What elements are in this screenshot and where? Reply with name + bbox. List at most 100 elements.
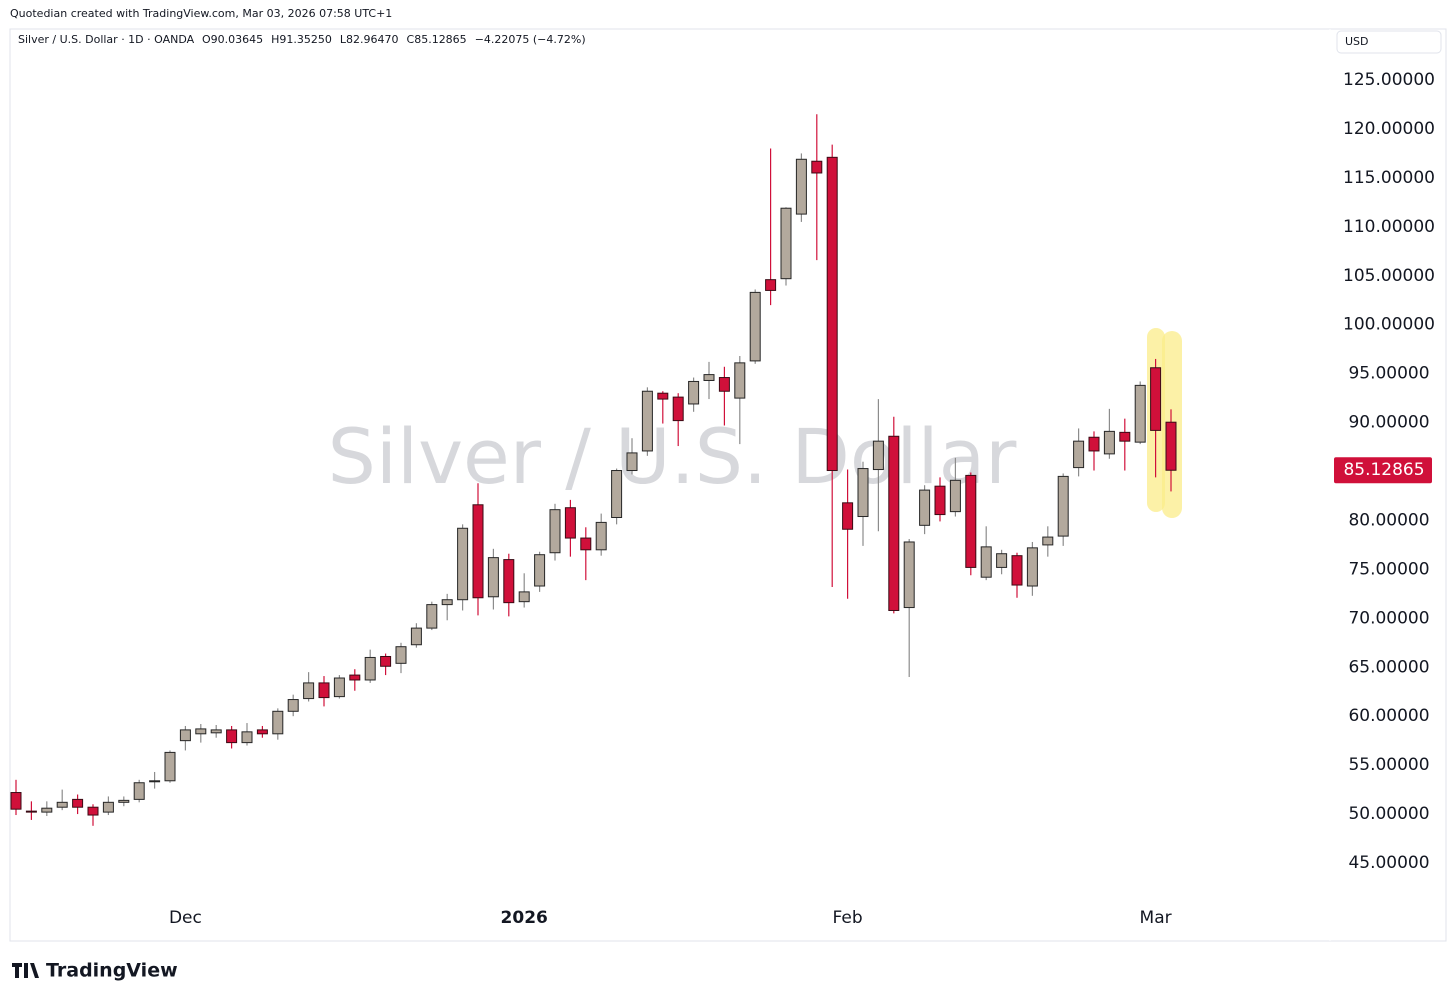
- y-tick-label: 45.00000: [1348, 853, 1429, 873]
- candle-body: [364, 656, 376, 681]
- candle-body: [580, 537, 592, 551]
- x-tick-label: Feb: [833, 908, 863, 928]
- candle-body: [1150, 367, 1162, 431]
- logo-icon: [12, 963, 39, 978]
- candle-body: [287, 699, 299, 712]
- candle-body: [842, 502, 854, 530]
- candle-body: [272, 710, 284, 735]
- candle-body: [903, 541, 915, 609]
- candle-body: [226, 729, 238, 744]
- candle-body: [641, 390, 653, 452]
- candle-body: [1011, 555, 1023, 586]
- candle-body: [195, 728, 207, 735]
- candle-body: [457, 527, 469, 601]
- candle-body: [672, 396, 684, 422]
- candle-body: [426, 604, 438, 629]
- last-price-box: [1334, 457, 1432, 484]
- candle-body: [595, 521, 607, 551]
- candle-body: [1057, 475, 1069, 537]
- x-tick-label: Mar: [1140, 908, 1172, 928]
- candle-body: [518, 591, 530, 603]
- candle-body: [1165, 421, 1177, 471]
- y-tick-label: 70.00000: [1348, 608, 1429, 628]
- candle-body: [1103, 430, 1115, 455]
- candle-body: [657, 392, 669, 400]
- candle-body: [826, 156, 838, 472]
- x-tick-label: 2026: [501, 908, 548, 928]
- candle-body: [25, 810, 37, 813]
- candle-body: [872, 440, 884, 471]
- candle-body: [934, 485, 946, 516]
- candle-body: [164, 751, 176, 782]
- x-tick-label: Dec: [169, 908, 202, 928]
- candle-body: [718, 377, 730, 392]
- candle-body: [87, 806, 99, 816]
- candle-body: [749, 291, 761, 362]
- candle-body: [734, 362, 746, 399]
- currency[interactable]: USD: [1345, 35, 1369, 48]
- y-tick-label: 95.00000: [1348, 364, 1429, 384]
- last-price-label: 85.12865: [1343, 460, 1424, 480]
- candle-body: [256, 729, 268, 735]
- candle-body: [611, 470, 623, 519]
- y-tick-label: 125.00000: [1343, 70, 1435, 90]
- attribution: Quotedian created with TradingView.com, …: [10, 7, 392, 20]
- y-tick-label: 65.00000: [1348, 657, 1429, 677]
- candle-body: [333, 677, 345, 698]
- candle-body: [549, 509, 561, 554]
- y-tick-label: 80.00000: [1348, 510, 1429, 530]
- legend-open: O90.03645: [202, 33, 263, 46]
- legend-change: −4.22075 (−4.72%): [475, 33, 586, 46]
- candle-body: [503, 559, 515, 604]
- candle-body: [795, 158, 807, 215]
- candle-body: [780, 207, 792, 280]
- candle-body: [210, 729, 222, 734]
- currency-button[interactable]: [1336, 30, 1442, 54]
- candle-body: [133, 782, 145, 800]
- legend-symbol: Silver / U.S. Dollar · 1D · OANDA: [18, 33, 195, 46]
- candle-body: [811, 160, 823, 174]
- candle-body: [56, 801, 68, 808]
- candle-body: [980, 546, 992, 578]
- candle-body: [41, 807, 53, 813]
- y-tick-label: 75.00000: [1348, 559, 1429, 579]
- candle-body: [349, 674, 361, 681]
- candle-body: [965, 474, 977, 568]
- y-tick-label: 100.00000: [1343, 315, 1435, 335]
- candle-body: [1026, 547, 1038, 587]
- candle-body: [1073, 440, 1085, 469]
- candle-body: [118, 799, 130, 803]
- candle-body: [888, 435, 900, 611]
- y-tick-label: 90.00000: [1348, 413, 1429, 433]
- y-tick-label: 60.00000: [1348, 706, 1429, 726]
- candle-body: [487, 557, 499, 598]
- candle-body: [1134, 384, 1146, 443]
- plot: 45.00000 50.00000 55.00000 60.00000 65.00000…: [10, 70, 1435, 928]
- candle-body: [1119, 431, 1131, 442]
- footer-logo: TradingView: [12, 960, 178, 982]
- watermark: Silver / U.S. Dollar: [328, 412, 1018, 501]
- candle-body: [441, 599, 453, 606]
- candle-body: [688, 380, 700, 405]
- candle-body: [179, 729, 191, 742]
- candle-body: [534, 554, 546, 587]
- candle-body: [564, 507, 576, 539]
- legend: Silver / U.S. Dollar · 1D · OANDA O90.036…: [18, 33, 586, 46]
- candle-body: [102, 801, 114, 813]
- candle-body: [919, 489, 931, 526]
- y-tick-label: 110.00000: [1343, 217, 1435, 237]
- candle-body: [626, 452, 638, 472]
- candle-body: [703, 374, 715, 381]
- candle-body: [1042, 536, 1054, 546]
- candle-body: [241, 731, 253, 744]
- candle-body: [149, 780, 161, 783]
- candle-body: [949, 479, 961, 513]
- legend-low: L82.96470: [340, 33, 399, 46]
- legend-high: H91.35250: [271, 33, 332, 46]
- y-tick-label: 120.00000: [1343, 119, 1435, 139]
- candle-body: [857, 468, 869, 518]
- candle-body: [996, 553, 1008, 568]
